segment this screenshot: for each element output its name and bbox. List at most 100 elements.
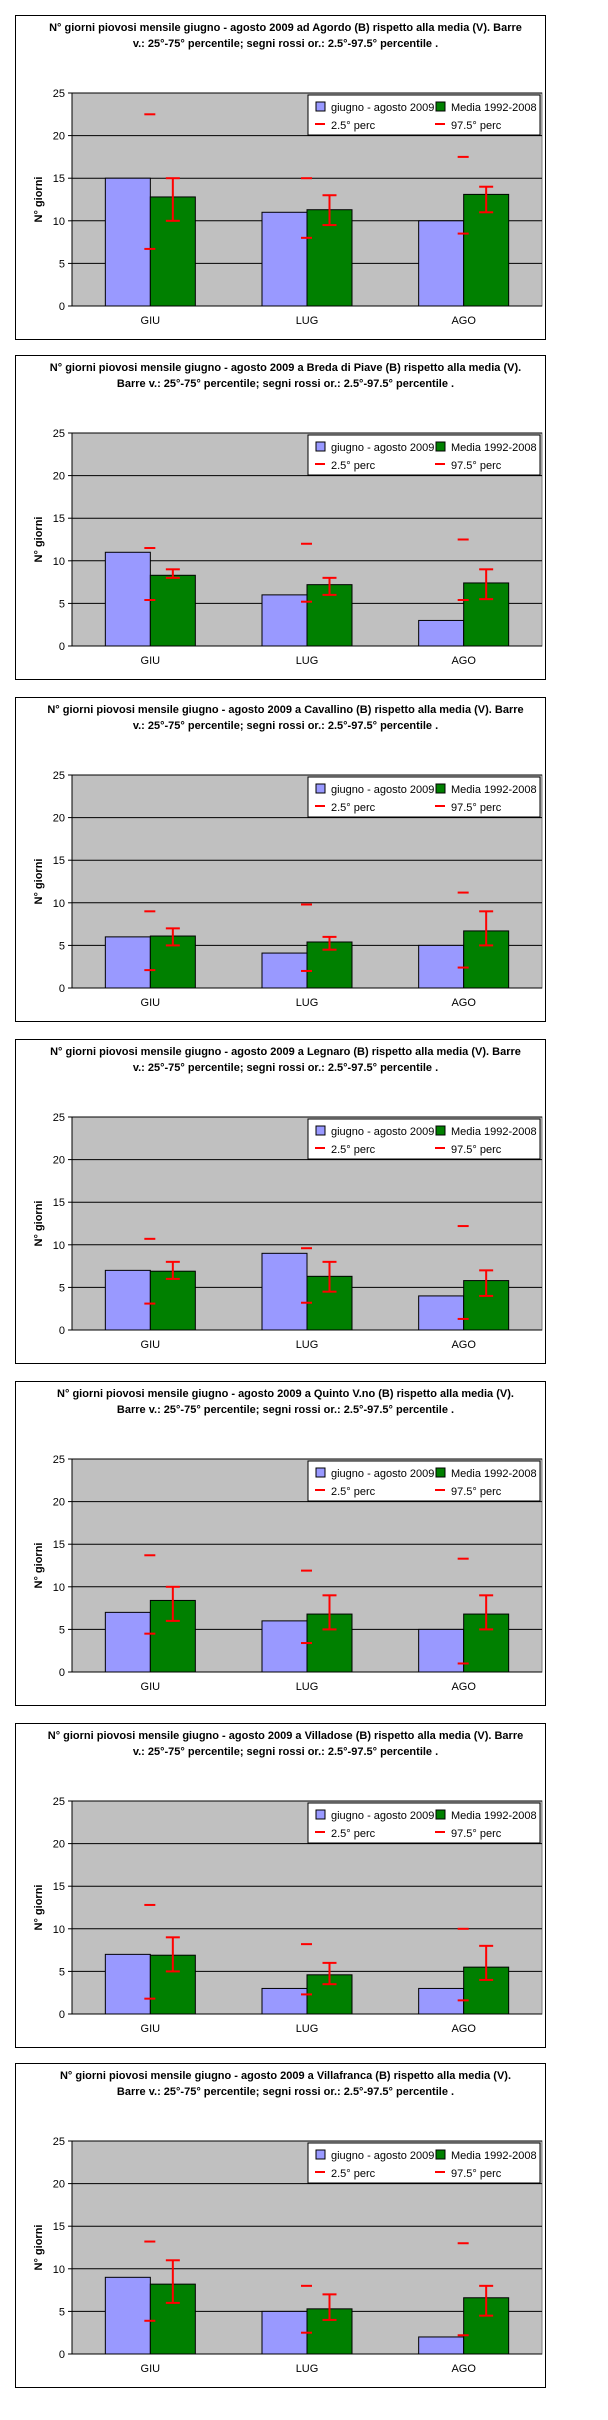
legend-swatch bbox=[315, 2149, 326, 2160]
y-tick-label: 0 bbox=[59, 641, 65, 653]
y-tick-label: 25 bbox=[53, 1112, 65, 1124]
y-tick-label: 0 bbox=[59, 301, 65, 313]
x-category-label: LUG bbox=[296, 1339, 319, 1351]
legend-swatch bbox=[315, 1467, 326, 1478]
legend-label: Media 1992-2008 bbox=[451, 1468, 537, 1480]
legend-label: giugno - agosto 2009 bbox=[331, 1810, 434, 1822]
chart-title: N° giorni piovosi mensile giugno - agost… bbox=[47, 704, 524, 732]
legend-label: Media 1992-2008 bbox=[451, 102, 537, 114]
y-tick-label: 15 bbox=[53, 1197, 65, 1209]
y-tick-label: 10 bbox=[53, 2264, 65, 2276]
bar-2009 bbox=[418, 1628, 465, 1673]
chart-panel: N° giorni piovosi mensile giugno - agost… bbox=[15, 1039, 546, 1364]
x-category-label: LUG bbox=[296, 2023, 319, 2035]
legend-swatch bbox=[435, 1467, 446, 1478]
legend-label: giugno - agosto 2009 bbox=[331, 2150, 434, 2162]
legend-swatch bbox=[435, 2149, 446, 2160]
y-tick-label: 10 bbox=[53, 898, 65, 910]
legend-swatch bbox=[315, 783, 326, 794]
bar-2009 bbox=[418, 1987, 465, 2015]
chart-panel: N° giorni piovosi mensile giugno - agost… bbox=[15, 1723, 546, 2048]
bar-2009 bbox=[418, 2336, 465, 2355]
y-tick-label: 0 bbox=[59, 2349, 65, 2361]
legend-swatch bbox=[435, 1125, 446, 1136]
x-category-label: AGO bbox=[451, 2023, 476, 2035]
bar-2009 bbox=[418, 220, 465, 307]
y-tick-label: 15 bbox=[53, 1539, 65, 1551]
y-tick-label: 5 bbox=[59, 258, 65, 270]
x-category-label: AGO bbox=[451, 997, 476, 1009]
legend-swatch bbox=[315, 101, 326, 112]
legend-label: 2.5° perc bbox=[331, 1828, 376, 1840]
x-category-label: GIU bbox=[141, 315, 161, 327]
bar-mean bbox=[149, 574, 196, 647]
y-tick-label: 25 bbox=[53, 1796, 65, 1808]
y-tick-label: 15 bbox=[53, 173, 65, 185]
y-axis-label: N° giorni bbox=[33, 1201, 45, 1247]
bar-chart: 0 5 10 15 20 25 N° giorni GIU LUG AGO giugno - ago… bbox=[33, 1796, 543, 2035]
x-category-label: GIU bbox=[141, 1339, 161, 1351]
legend-label: 2.5° perc bbox=[331, 120, 376, 132]
x-category-label: AGO bbox=[451, 1681, 476, 1693]
bar-2009 bbox=[261, 1620, 308, 1673]
legend bbox=[307, 1460, 541, 1502]
legend bbox=[307, 434, 541, 476]
bar-2009 bbox=[418, 619, 465, 647]
y-tick-label: 0 bbox=[59, 2009, 65, 2021]
bar-chart: 0 5 10 15 20 25 N° giorni GIU LUG AGO giugno - ago… bbox=[33, 88, 543, 327]
bar-chart: 0 5 10 15 20 25 N° giorni GIU LUG AGO giugno - ago… bbox=[33, 770, 543, 1009]
bar-2009 bbox=[104, 177, 151, 307]
y-tick-label: 0 bbox=[59, 983, 65, 995]
bar-2009 bbox=[418, 1295, 465, 1331]
x-category-label: LUG bbox=[296, 655, 319, 667]
y-tick-label: 10 bbox=[53, 556, 65, 568]
legend-swatch bbox=[435, 1809, 446, 1820]
legend-label: Media 1992-2008 bbox=[451, 2150, 537, 2162]
bar-2009 bbox=[104, 936, 151, 989]
x-category-label: GIU bbox=[141, 2023, 161, 2035]
x-category-label: GIU bbox=[141, 1681, 161, 1693]
legend-label: Media 1992-2008 bbox=[451, 784, 537, 796]
chart-panel: N° giorni piovosi mensile giugno - agost… bbox=[15, 2063, 546, 2388]
chart-title: N° giorni piovosi mensile giugno - agost… bbox=[49, 22, 522, 50]
x-category-label: AGO bbox=[451, 655, 476, 667]
y-tick-label: 10 bbox=[53, 1924, 65, 1936]
bar-mean bbox=[149, 1270, 196, 1331]
y-tick-label: 0 bbox=[59, 1667, 65, 1679]
y-tick-label: 10 bbox=[53, 1240, 65, 1252]
legend-label: 97.5° perc bbox=[451, 1486, 502, 1498]
chart-title: N° giorni piovosi mensile giugno - agost… bbox=[59, 2070, 512, 2098]
bar-chart: 0 5 10 15 20 25 N° giorni GIU LUG AGO giugno - ago… bbox=[33, 1454, 543, 1693]
legend-label: giugno - agosto 2009 bbox=[331, 102, 434, 114]
y-tick-label: 20 bbox=[53, 471, 65, 483]
y-tick-label: 5 bbox=[59, 1624, 65, 1636]
legend-label: 97.5° perc bbox=[451, 460, 502, 472]
chart-panel: N° giorni piovosi mensile giugno - agost… bbox=[15, 1381, 546, 1706]
y-axis-label: N° giorni bbox=[33, 1543, 45, 1589]
x-category-label: LUG bbox=[296, 997, 319, 1009]
legend-label: 2.5° perc bbox=[331, 2168, 376, 2180]
y-tick-label: 5 bbox=[59, 1282, 65, 1294]
bar-2009 bbox=[104, 1953, 151, 2015]
y-tick-label: 25 bbox=[53, 428, 65, 440]
legend-label: 97.5° perc bbox=[451, 1828, 502, 1840]
bar-2009 bbox=[261, 952, 308, 989]
y-tick-label: 25 bbox=[53, 2136, 65, 2148]
legend-swatch bbox=[435, 101, 446, 112]
y-axis-label: N° giorni bbox=[33, 859, 45, 905]
y-tick-label: 25 bbox=[53, 1454, 65, 1466]
bar-chart: 0 5 10 15 20 25 N° giorni GIU LUG AGO giugno - ago… bbox=[33, 1112, 543, 1351]
legend-label: 97.5° perc bbox=[451, 120, 502, 132]
bar-2009 bbox=[104, 1611, 151, 1673]
bar-2009 bbox=[261, 2310, 308, 2355]
y-tick-label: 25 bbox=[53, 88, 65, 100]
legend-label: giugno - agosto 2009 bbox=[331, 784, 434, 796]
legend-label: 97.5° perc bbox=[451, 802, 502, 814]
x-category-label: AGO bbox=[451, 315, 476, 327]
y-axis-label: N° giorni bbox=[33, 1885, 45, 1931]
x-category-label: AGO bbox=[451, 1339, 476, 1351]
x-category-label: LUG bbox=[296, 2363, 319, 2375]
bar-2009 bbox=[261, 211, 308, 307]
x-category-label: GIU bbox=[141, 2363, 161, 2375]
